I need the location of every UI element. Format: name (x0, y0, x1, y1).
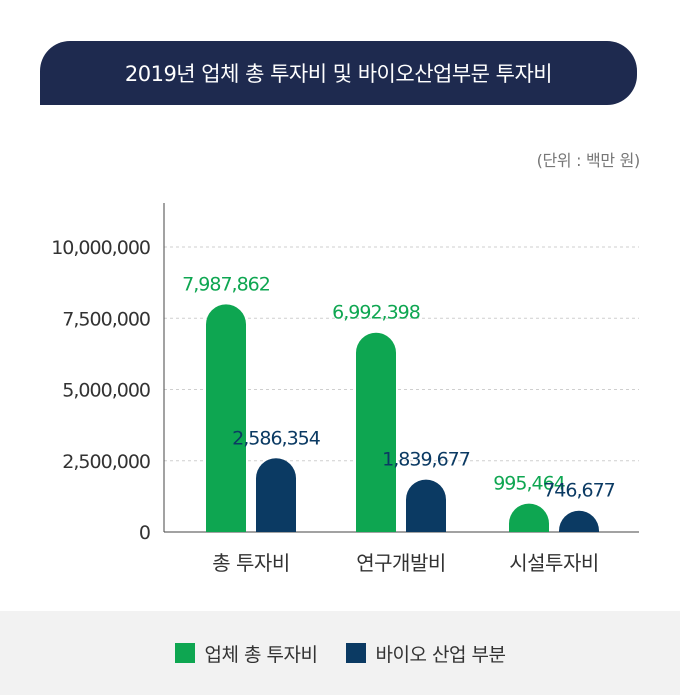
y-tick-label: 5,000,000 (62, 380, 150, 402)
data-label: 746,677 (543, 480, 615, 502)
x-category-label: 연구개발비 (356, 551, 446, 575)
legend-swatch-bio (345, 643, 366, 663)
chart-title-banner: 2019년 업체 총 투자비 및 바이오산업부문 투자비 (40, 41, 637, 105)
bar-bio-1 (406, 479, 447, 532)
x-category-label: 시설투자비 (509, 551, 599, 575)
bar-total-0 (206, 304, 246, 532)
data-label: 7,987,862 (182, 273, 270, 295)
legend-label-bio: 바이오 산업 부분 (375, 643, 506, 666)
y-tick-label: 2,500,000 (62, 451, 150, 473)
data-label: 1,839,677 (382, 449, 470, 471)
legend-item-total: 업체 총 투자비 (174, 640, 318, 667)
y-tick-label: 10,000,000 (51, 237, 150, 259)
bar-chart: 0 2,500,000 5,000,000 7,500,000 10,000,000 7,… (51, 203, 639, 575)
legend-label-total: 업체 총 투자비 (204, 643, 318, 666)
bar-bio-2 (559, 510, 599, 532)
unit-note: (단위 : 백만 원) (536, 151, 641, 170)
bar-total-1 (356, 332, 397, 532)
bar-bio-0 (256, 458, 296, 532)
chart-title: 2019년 업체 총 투자비 및 바이오산업부문 투자비 (124, 62, 553, 86)
y-tick-label: 7,500,000 (62, 308, 150, 330)
data-label: 995,464 (493, 473, 565, 495)
data-label: 6,992,398 (332, 302, 420, 324)
data-label: 2,586,354 (232, 427, 321, 449)
y-tick-label: 0 (139, 522, 150, 544)
legend: 업체 총 투자비 바이오 산업 부분 (0, 611, 680, 695)
legend-item-bio: 바이오 산업 부분 (345, 640, 506, 667)
bar-total-2 (509, 503, 549, 532)
x-category-label: 총 투자비 (212, 551, 289, 575)
legend-swatch-total (174, 643, 195, 663)
